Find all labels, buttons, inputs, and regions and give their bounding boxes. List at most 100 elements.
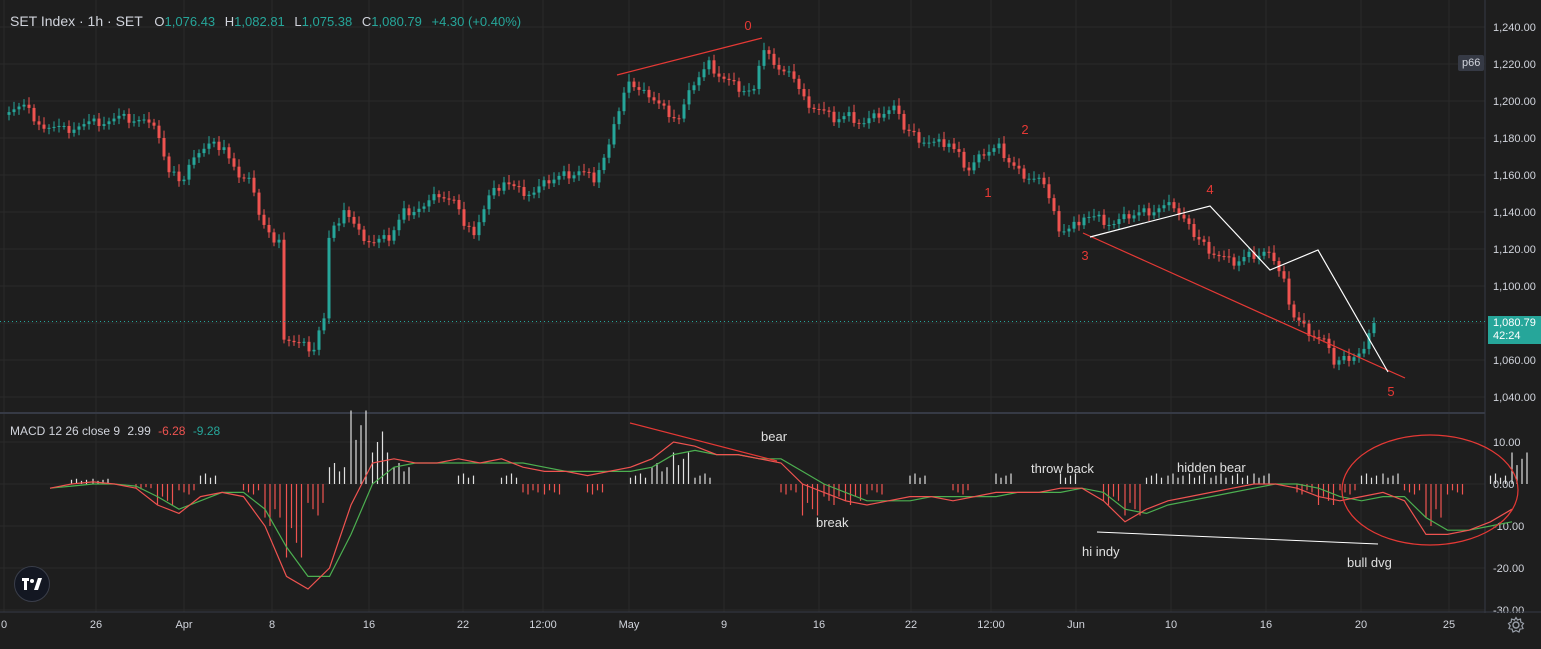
candle-body [397, 219, 401, 231]
candle-body [1192, 224, 1196, 237]
candle-body [792, 71, 796, 79]
candle-body [1207, 241, 1211, 254]
candle-body [1367, 333, 1371, 349]
macd-hi-indy-line [1096, 531, 1379, 545]
candle-body [1162, 205, 1166, 209]
candle-body [1102, 214, 1106, 225]
candle-body [1127, 214, 1131, 219]
candle-body [167, 156, 171, 173]
tradingview-logo-icon[interactable] [14, 566, 50, 602]
candle-body [457, 199, 461, 210]
candle-body [582, 171, 586, 173]
candle-body [642, 89, 646, 91]
candle-body [672, 117, 676, 119]
macd-signal-value: -9.28 [192, 424, 221, 438]
candle-body [787, 71, 791, 73]
candle-body [1062, 231, 1066, 233]
candle-body [827, 110, 831, 112]
candle-body [807, 96, 811, 108]
candle-body [712, 60, 716, 74]
candle-body [127, 113, 131, 123]
candle-body [182, 179, 186, 182]
candle-body [432, 194, 436, 201]
candle-body [1217, 254, 1221, 257]
candle-body [1352, 357, 1356, 361]
candle-body [772, 53, 776, 65]
candle-body [852, 112, 856, 123]
candle-body [652, 97, 656, 101]
candle-body [892, 105, 896, 111]
high-value: 1,082.81 [234, 14, 285, 29]
candle-body [937, 139, 941, 142]
candle-body [462, 209, 466, 226]
price-tick-label: 1,220.00 [1493, 59, 1536, 71]
candle-body [62, 125, 66, 127]
candle-body [492, 187, 496, 196]
gear-icon[interactable] [1507, 616, 1525, 634]
candle-body [767, 50, 771, 54]
candle-body [762, 50, 766, 66]
candle-body [277, 239, 281, 243]
candle-body [1087, 216, 1091, 218]
candle-body [247, 177, 251, 179]
candle-body [197, 153, 201, 158]
time-tick-label: 16 [363, 619, 375, 631]
candle-body [42, 124, 46, 129]
candle-body [517, 186, 521, 188]
candle-body [1157, 208, 1161, 213]
candle-body [1097, 214, 1101, 217]
candle-body [757, 65, 761, 89]
candle-body [317, 330, 321, 350]
candle-body [97, 118, 101, 126]
p66-badge[interactable]: p66 [1458, 55, 1485, 71]
candle-body [222, 147, 226, 151]
candle-body [447, 198, 451, 200]
candle-body [1222, 256, 1226, 258]
candle-body [142, 119, 146, 121]
candle-body [1247, 251, 1251, 258]
candle-body [292, 340, 296, 343]
candle-body [752, 88, 756, 91]
candle-body [1267, 251, 1271, 253]
candle-body [562, 171, 566, 176]
candle-body [832, 111, 836, 123]
candle-body [337, 223, 341, 226]
candle-body [802, 88, 806, 97]
time-tick-label: 20 [1355, 619, 1367, 631]
time-tick-label: Jun [1067, 619, 1085, 631]
candle-body [632, 81, 636, 88]
price-tick-label: 1,120.00 [1493, 244, 1536, 256]
wave-label: 5 [1387, 384, 1394, 399]
candle-body [1297, 317, 1301, 321]
low-label: L [294, 14, 302, 29]
candle-body [482, 209, 486, 223]
candle-body [422, 206, 426, 209]
candle-body [822, 109, 826, 111]
candle-body [607, 144, 611, 158]
candle-body [192, 157, 196, 165]
candle-body [1122, 214, 1126, 220]
candle-body [152, 122, 156, 126]
candle-body [1007, 158, 1011, 163]
macd-line-value: -6.28 [158, 424, 186, 438]
candle-body [912, 130, 916, 133]
candle-body [742, 91, 746, 93]
candle-body [727, 78, 731, 81]
macd-header[interactable]: MACD 12 26 close 9 2.99 -6.28 -9.28 [10, 424, 220, 438]
candle-body [107, 121, 111, 125]
candle-body [37, 121, 41, 125]
candle-body [627, 81, 631, 93]
candle-body [507, 182, 511, 185]
candle-body [902, 113, 906, 130]
countdown-value: 42:24 [1493, 330, 1521, 342]
time-tick-label: 16 [813, 619, 825, 631]
candle-body [1022, 168, 1026, 179]
candle-body [597, 170, 601, 183]
candle-body [657, 100, 661, 104]
candle-body [547, 180, 551, 184]
candle-body [1137, 212, 1141, 216]
candle-body [207, 143, 211, 149]
candle-body [1272, 252, 1276, 262]
candle-body [347, 210, 351, 217]
macd-hist-value: 2.99 [127, 424, 151, 438]
